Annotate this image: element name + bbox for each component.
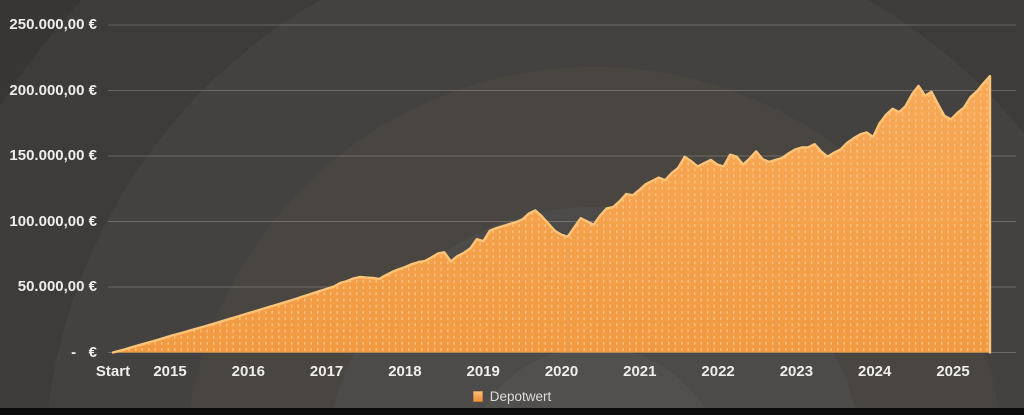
y-axis-label: - € bbox=[71, 343, 97, 361]
y-axis-label: 100.000,00 € bbox=[9, 212, 97, 230]
x-axis-label: 2024 bbox=[858, 363, 892, 380]
x-axis-label: 2019 bbox=[466, 363, 500, 380]
x-axis-label: 2025 bbox=[936, 363, 970, 380]
area-top-highlight-line bbox=[111, 74, 992, 354]
x-axis-label: 2023 bbox=[779, 363, 814, 380]
x-axis-label: 2017 bbox=[309, 363, 344, 380]
y-axis-label: 50.000,00 € bbox=[17, 278, 97, 295]
y-axis-label: 150.000,00 € bbox=[9, 147, 97, 164]
x-axis-label: 2015 bbox=[153, 363, 187, 380]
y-axis-label: 200.000,00 € bbox=[9, 81, 97, 99]
x-axis-label: Start bbox=[95, 363, 131, 380]
x-axis-label: 2021 bbox=[623, 363, 657, 380]
legend: Depotwert bbox=[0, 388, 1024, 404]
legend-label: Depotwert bbox=[489, 388, 552, 404]
x-axis-label: 2022 bbox=[701, 363, 735, 380]
area-dash-pattern-overlay bbox=[113, 76, 990, 353]
window-bottom-edge bbox=[0, 408, 1024, 415]
y-axis-label: 250.000,00 € bbox=[9, 16, 97, 33]
legend-swatch-icon bbox=[472, 390, 483, 402]
x-axis-label: 2018 bbox=[388, 363, 422, 380]
x-axis-label: 2016 bbox=[231, 363, 265, 380]
x-axis-label: 2020 bbox=[544, 363, 579, 380]
